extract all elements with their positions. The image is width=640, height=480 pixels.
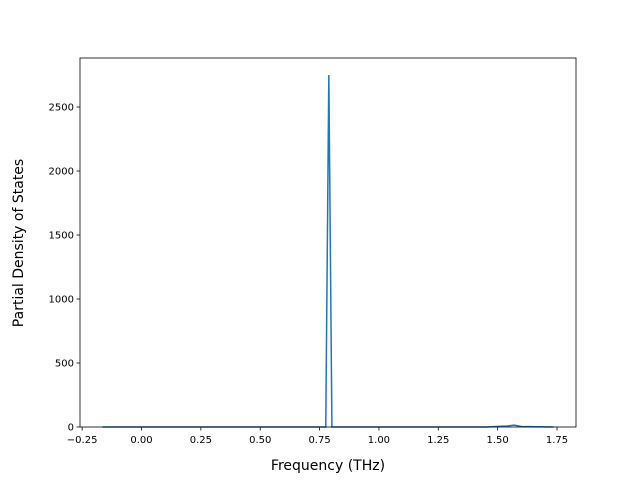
x-tick-label: 1.50 [487, 435, 509, 446]
y-tick-label: 2000 [49, 167, 74, 178]
x-tick-label: 0.50 [249, 435, 271, 446]
x-tick-label: 1.00 [368, 435, 390, 446]
x-tick-label: 0.25 [190, 435, 212, 446]
plot-frame [79, 57, 577, 428]
y-tick-label: 0 [68, 423, 74, 434]
x-axis-label: Frequency (THz) [271, 458, 385, 474]
line [102, 75, 554, 428]
x-tick-label: 0.00 [130, 435, 152, 446]
x-tick-label: 1.25 [427, 435, 449, 446]
x-tick-label: 0.75 [308, 435, 330, 446]
y-tick-label: 500 [55, 359, 74, 370]
y-axis-label: Partial Density of States [11, 159, 27, 327]
y-tick-label: 2500 [49, 103, 74, 114]
x-tick-label: 1.75 [546, 435, 568, 446]
x-tick-label: −0.25 [67, 435, 98, 446]
y-tick-label: 1000 [49, 295, 74, 306]
y-tick-label: 1500 [49, 231, 74, 242]
